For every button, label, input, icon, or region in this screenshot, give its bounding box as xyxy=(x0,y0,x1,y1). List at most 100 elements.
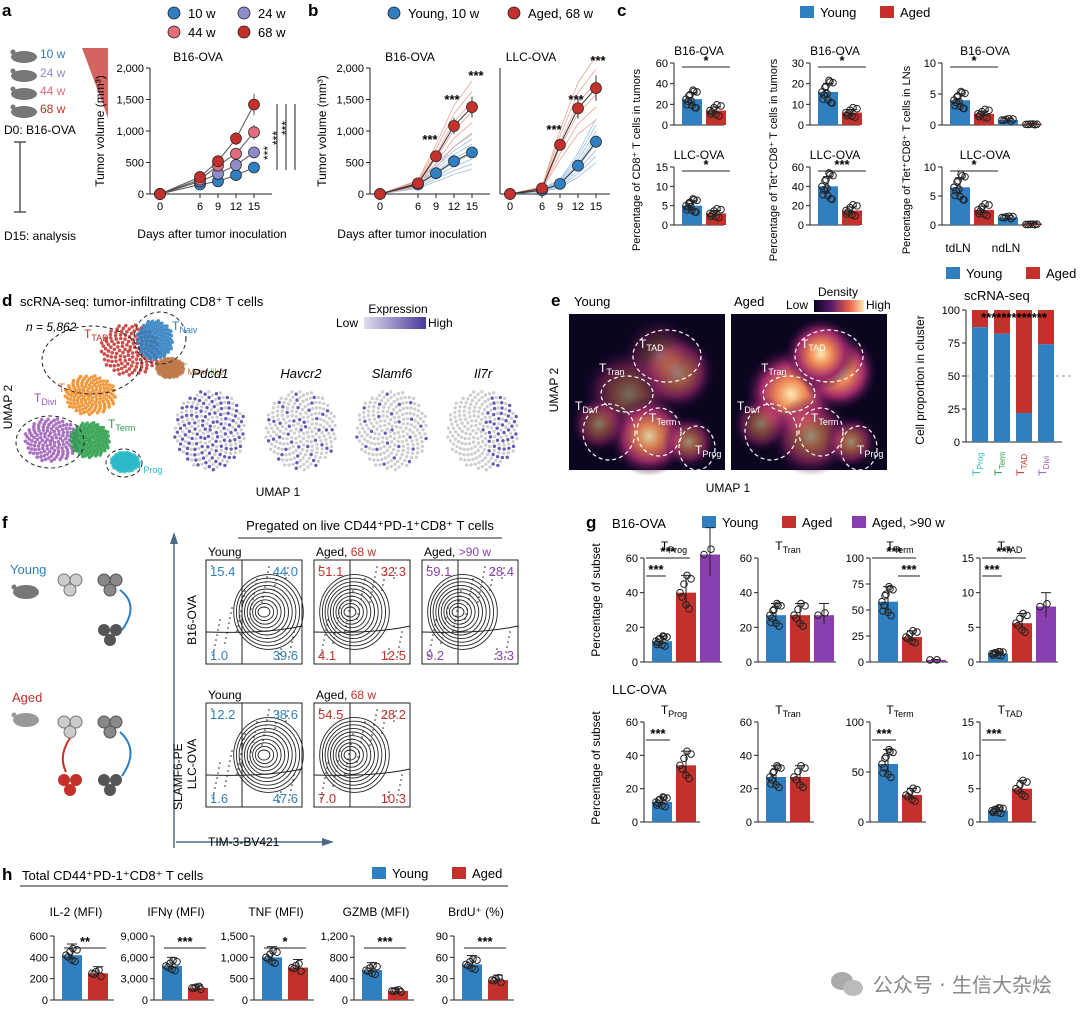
feature-cell xyxy=(291,444,295,449)
feature-cell xyxy=(296,405,300,410)
feature-cell xyxy=(378,463,382,467)
feature-cell xyxy=(466,447,470,452)
data-point xyxy=(700,550,708,559)
umap-cell xyxy=(116,340,121,345)
x-tick-label: 12 xyxy=(572,201,584,213)
outlier-dot xyxy=(229,760,231,762)
feature-cell xyxy=(324,438,328,442)
feature-cell xyxy=(500,401,504,405)
d-low-label: Low xyxy=(336,316,358,330)
legend-young-marker xyxy=(387,6,401,20)
umap-cell xyxy=(45,437,50,442)
g-subset-title: TTran xyxy=(775,539,801,555)
e-category-label-sub: Divi xyxy=(1042,456,1051,470)
feature-cell xyxy=(410,451,415,456)
feature-cell xyxy=(360,442,365,446)
feature-cell xyxy=(363,401,368,405)
feature-cell xyxy=(276,451,280,456)
y-tick-label: 0 xyxy=(442,995,448,1007)
data-point xyxy=(395,986,403,994)
umap-cell xyxy=(49,420,54,425)
quadrant-top-right: 32.3 xyxy=(381,564,406,579)
feature-cell xyxy=(405,432,410,436)
feature-cell xyxy=(319,439,323,443)
umap-cell xyxy=(102,379,106,383)
outlier-dot xyxy=(265,724,267,726)
umap-cell xyxy=(98,453,102,457)
umap-cell xyxy=(135,464,140,469)
data-point xyxy=(819,95,827,103)
feature-cell xyxy=(297,417,302,422)
feature-cell xyxy=(234,442,238,446)
x-tick-label: 6 xyxy=(197,201,203,213)
feature-cell xyxy=(479,417,484,422)
feature-cell xyxy=(378,452,383,456)
feature-cell xyxy=(298,464,302,469)
umap-cell xyxy=(84,374,89,379)
feature-cell xyxy=(288,398,293,403)
feature-cell xyxy=(476,436,480,441)
cluster-outline xyxy=(632,329,702,383)
e-aged-title: Aged xyxy=(734,294,764,309)
feature-cell xyxy=(382,423,387,428)
umap-cell xyxy=(84,401,88,405)
umap-cell xyxy=(134,365,139,369)
g-ylabel-2: Percentage of subset xyxy=(589,711,603,825)
umap-cell xyxy=(41,425,46,429)
feature-cell xyxy=(397,465,401,469)
umap-cell xyxy=(163,347,167,351)
feature-cell xyxy=(219,401,223,405)
data-point xyxy=(777,764,785,772)
feature-cell xyxy=(390,440,394,444)
umap-cell xyxy=(123,364,127,369)
feature-cell xyxy=(195,414,199,419)
contour-line xyxy=(327,584,379,640)
feature-cell xyxy=(464,463,469,467)
feature-cell xyxy=(294,392,298,396)
a-data-point xyxy=(248,161,260,174)
feature-cell xyxy=(320,396,325,401)
feature-cell xyxy=(457,413,462,418)
feature-cell xyxy=(380,457,384,462)
feature-cell xyxy=(309,412,314,417)
umap-cell xyxy=(135,361,139,366)
feature-cell xyxy=(306,402,311,407)
data-point xyxy=(1007,117,1015,125)
significance-stars: *** xyxy=(546,122,562,137)
g-subset-title-sub: Term xyxy=(894,545,914,555)
outlier-dot xyxy=(338,755,340,757)
outlier-dot xyxy=(396,656,398,658)
g-legend-aged-swatch xyxy=(782,516,796,528)
data-point xyxy=(693,88,701,96)
feature-cell xyxy=(485,425,490,429)
feature-cell xyxy=(505,455,509,460)
feature-cell xyxy=(393,462,397,466)
feature-cell xyxy=(201,431,205,435)
feature-cell xyxy=(272,419,276,424)
outlier-dot xyxy=(347,758,349,760)
feature-cell xyxy=(310,448,314,453)
a-data-point xyxy=(154,188,166,200)
umap-cell xyxy=(40,438,45,443)
bar xyxy=(902,795,922,822)
feature-cell xyxy=(511,411,515,416)
panel-label-b: b xyxy=(308,1,318,20)
data-point xyxy=(1023,778,1031,786)
feature-cell xyxy=(266,413,271,417)
umap-cell xyxy=(86,386,91,391)
outlier-dot xyxy=(276,717,278,719)
feature-cell xyxy=(408,435,412,439)
feature-cell xyxy=(468,402,473,406)
contour-line xyxy=(330,731,375,779)
outlier-dot xyxy=(398,646,400,648)
feature-cell xyxy=(466,397,470,401)
outlier-dot xyxy=(387,796,389,798)
significance-stars: *** xyxy=(901,562,917,577)
umap-cell xyxy=(107,402,111,407)
feature-cell xyxy=(504,401,508,406)
feature-cell xyxy=(284,427,288,431)
data-point xyxy=(848,112,856,120)
data-point xyxy=(97,972,105,981)
feature-cell xyxy=(308,396,312,400)
